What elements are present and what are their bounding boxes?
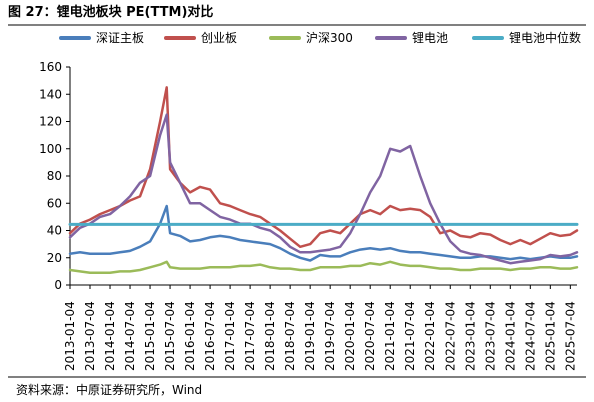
x-tick-label: 2013-07-04 (83, 301, 97, 371)
x-tick-label: 2014-07-04 (123, 301, 137, 371)
y-tick-label: 80 (47, 169, 62, 183)
x-tick-label: 2013-01-04 (63, 301, 77, 371)
x-tick-label: 2018-01-04 (263, 301, 277, 371)
legend-label-深证主板: 深证主板 (96, 31, 144, 45)
x-tick-label: 2022-07-04 (443, 301, 457, 371)
x-tick-label: 2020-01-04 (343, 301, 357, 371)
x-tick-label: 2024-01-04 (503, 301, 517, 371)
y-tick-label: 20 (47, 251, 62, 265)
x-tick-label: 2022-01-04 (423, 301, 437, 371)
x-tick-label: 2017-07-04 (243, 301, 257, 371)
y-tick-label: 60 (47, 196, 62, 210)
y-tick-label: 140 (39, 87, 62, 101)
x-tick-label: 2021-07-04 (403, 301, 417, 371)
y-tick-label: 0 (54, 278, 62, 292)
x-tick-label: 2018-07-04 (283, 301, 297, 371)
x-tick-label: 2016-07-04 (203, 301, 217, 371)
x-tick-label: 2023-01-04 (463, 301, 477, 371)
legend-label-创业板: 创业板 (201, 31, 237, 45)
y-tick-label: 120 (39, 115, 62, 129)
series-line-创业板 (68, 86, 579, 249)
figure-source: 资料来源：中原证券研究所，Wind (16, 382, 202, 397)
x-tick-label: 2025-01-04 (543, 301, 557, 371)
x-tick-label: 2015-01-04 (143, 301, 157, 371)
x-tick-label: 2020-07-04 (363, 301, 377, 371)
x-tick-label: 2017-01-04 (223, 301, 237, 371)
legend-label-锂电池中位数: 锂电池中位数 (509, 30, 581, 45)
x-tick-label: 2024-07-04 (523, 301, 537, 371)
x-tick-label: 2023-07-04 (483, 301, 497, 371)
x-tick-label: 2014-01-04 (103, 301, 117, 371)
y-tick-label: 40 (47, 224, 62, 238)
plot-area: 0 20 40 60 80 100 120 140 160 2013-01-04 2013-07-0… (39, 60, 579, 371)
x-tick-label: 2021-01-04 (383, 301, 397, 371)
x-tick-label: 2016-01-04 (183, 301, 197, 371)
legend: 深证主板 创业板 沪深300 锂电池 锂电池中位数 (59, 30, 581, 45)
y-tick-label: 100 (39, 142, 62, 156)
legend-label-锂电池: 锂电池 (412, 30, 448, 45)
series-line-锂电池 (68, 113, 579, 265)
x-tick-label: 2025-07-04 (563, 301, 577, 371)
legend-label-沪深300: 沪深300 (306, 31, 353, 45)
series-line-沪深300 (68, 260, 579, 274)
series-line-深证主板 (68, 204, 579, 262)
x-tick-label: 2019-01-04 (303, 301, 317, 371)
y-tick-label: 160 (39, 60, 62, 74)
x-tick-label: 2019-07-04 (323, 301, 337, 371)
figure-title: 图 27：锂电池板块 PE(TTM)对比 (8, 4, 213, 20)
x-tick-label: 2015-07-04 (163, 301, 177, 371)
